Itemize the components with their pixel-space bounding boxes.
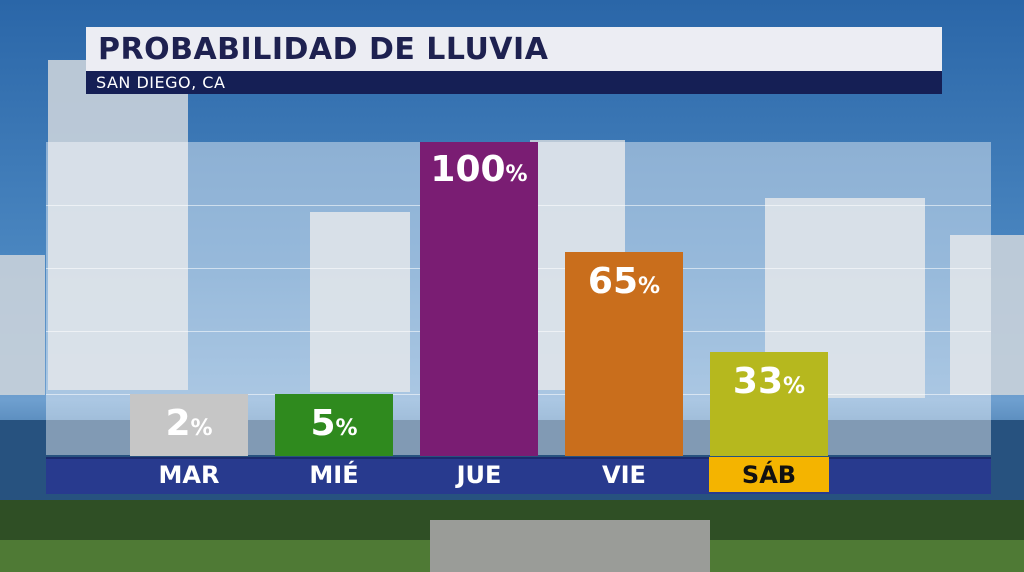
data-label-value: 100 xyxy=(430,149,506,190)
tick-label-mar: MAR xyxy=(158,460,220,489)
tick-label-mié: MIÉ xyxy=(309,460,359,489)
background-building xyxy=(0,255,45,395)
background-building xyxy=(48,60,188,390)
background-walkway xyxy=(430,520,710,572)
background-building xyxy=(950,235,1024,395)
data-label-value: 5 xyxy=(310,403,336,444)
chart-title: PROBABILIDAD DE LLUVIA xyxy=(98,31,549,67)
data-label: 65% xyxy=(565,260,683,307)
data-label: 100% xyxy=(420,150,538,195)
data-label: 2% xyxy=(130,404,248,449)
tick-label-vie: VIE xyxy=(602,460,646,489)
background-building xyxy=(310,212,410,392)
bar-mié: 5% xyxy=(275,394,393,456)
bar-vie: 65% xyxy=(565,251,683,456)
data-label-value: 33 xyxy=(732,361,784,403)
chart-subtitle: SAN DIEGO, CA xyxy=(96,73,226,92)
x-axis-band xyxy=(46,457,991,494)
data-label-value: 2 xyxy=(165,403,191,444)
data-label-value: 65 xyxy=(587,260,639,302)
data-label: 5% xyxy=(275,404,393,449)
bar-mar: 2% xyxy=(130,394,248,456)
subtitle-bar: SAN DIEGO, CA xyxy=(86,71,942,94)
data-label-unit: % xyxy=(335,416,358,441)
data-label-unit: % xyxy=(190,416,213,441)
bar-jue: 100% xyxy=(420,142,538,456)
data-label-unit: % xyxy=(505,162,528,187)
title-bar: PROBABILIDAD DE LLUVIA xyxy=(86,27,942,71)
data-label-unit: % xyxy=(638,273,661,299)
data-label-unit: % xyxy=(783,374,806,400)
tick-label-jue: JUE xyxy=(456,460,502,489)
tick-label-sáb: SÁB xyxy=(709,457,829,492)
data-label: 33% xyxy=(710,362,828,407)
bar-sáb: 33% xyxy=(710,352,828,456)
